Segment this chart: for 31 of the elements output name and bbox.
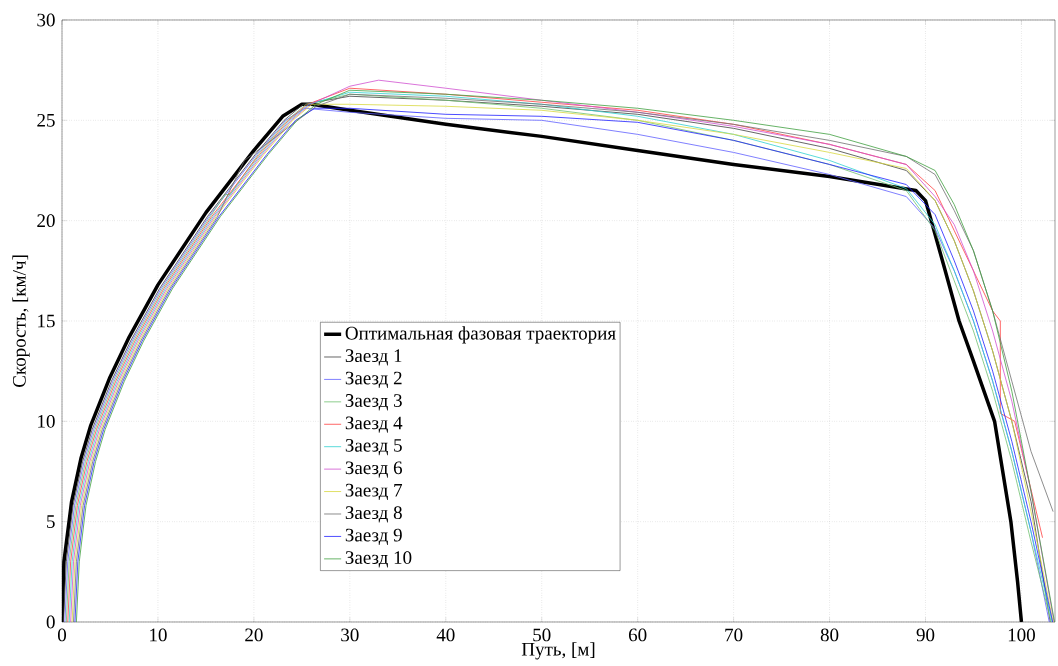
x-tick-label: 80 <box>820 628 839 642</box>
legend-label: Заезд 3 <box>345 394 402 411</box>
x-tick-label: 40 <box>436 628 455 642</box>
legend-label: Заезд 6 <box>345 461 403 478</box>
legend-label: Оптимальная фазовая траектория <box>345 326 616 344</box>
x-tick-label: 100 <box>1008 628 1035 642</box>
y-tick-label: 20 <box>37 214 55 228</box>
x-tick-label: 90 <box>916 628 935 642</box>
legend-label: Заезд 8 <box>345 506 402 523</box>
y-tick-label: 10 <box>38 414 55 428</box>
y-tick-label: 30 <box>37 13 55 27</box>
y-tick-label: 15 <box>38 314 55 328</box>
x-tick-label: 60 <box>628 628 647 642</box>
x-axis-title: Путь, [м] <box>521 642 595 660</box>
x-tick-label: 20 <box>245 628 263 642</box>
x-tick-label: 0 <box>57 628 67 642</box>
legend-label: Заезд 10 <box>345 551 412 568</box>
x-tick-label: 30 <box>341 628 359 642</box>
legend-label: Заезд 4 <box>345 416 403 433</box>
y-tick-label: 5 <box>47 515 55 529</box>
x-tick-label: 50 <box>533 628 551 642</box>
legend-label: Заезд 9 <box>345 528 402 546</box>
y-tick-label: 25 <box>37 114 55 127</box>
legend-label: Заезд 5 <box>345 439 402 456</box>
legend-label: Заезд 7 <box>345 483 403 501</box>
x-tick-label: 70 <box>725 628 743 642</box>
legend-label: Заезд 2 <box>345 371 402 389</box>
y-tick-label: 0 <box>46 615 55 629</box>
x-tick-label: 10 <box>150 628 167 642</box>
y-axis-title: Скорость, [км/ч] <box>12 255 30 388</box>
legend-label: Заезд 1 <box>345 349 402 366</box>
